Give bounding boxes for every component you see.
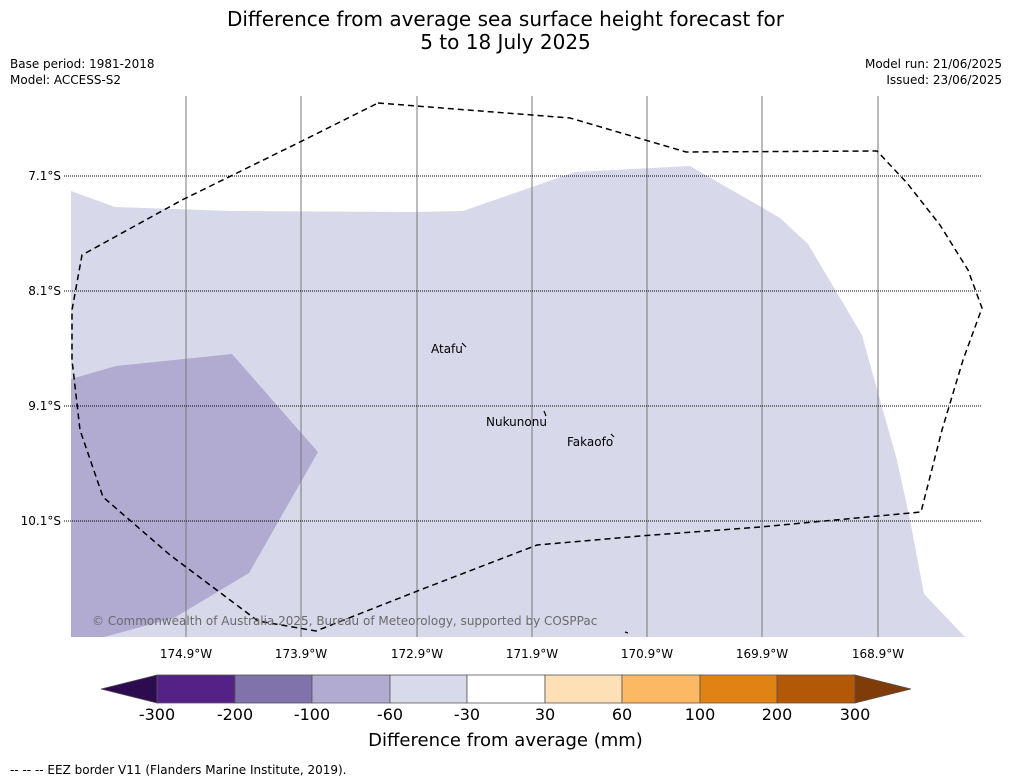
colorbar-tick: 60 [611, 705, 633, 724]
lon-label: 169.9°W [735, 647, 789, 661]
colorbar-tick: -100 [293, 705, 331, 724]
colorbar-bin [389, 674, 468, 704]
colorbar-title: Difference from average (mm) [368, 730, 643, 751]
colorbar-tick: -300 [138, 705, 176, 724]
swains-mark [624, 631, 629, 634]
colorbar-bin [311, 674, 391, 704]
fakaofo-island [610, 433, 615, 438]
eez-legend-note: -- -- -- EEZ border V11 (Flanders Marine… [10, 763, 347, 777]
lon-label: 170.9°W [620, 647, 674, 661]
colorbar-bin [156, 674, 236, 704]
colorbar-bin [776, 674, 856, 704]
colorbar-arrow-right [854, 674, 912, 704]
place-atafu: Atafu [431, 342, 463, 356]
colorbar-tick: 200 [761, 705, 793, 724]
colorbar [100, 674, 912, 704]
colorbar-bin [234, 674, 313, 704]
copyright-notice: © Commonwealth of Australia 2025, Bureau… [92, 614, 598, 628]
colorbar-tick: -60 [376, 705, 404, 724]
lat-label: 7.1°S [28, 169, 61, 183]
colorbar-tick: -200 [216, 705, 254, 724]
island-marks [461, 342, 629, 634]
chart-title-line1: Difference from average sea surface heig… [226, 7, 785, 31]
atafu-island [461, 342, 467, 348]
lon-label: 174.9°W [159, 647, 213, 661]
chart-title-line2: 5 to 18 July 2025 [420, 30, 591, 54]
lat-label: 9.1°S [28, 399, 61, 413]
lon-label: 168.9°W [851, 647, 905, 661]
colorbar-bin [699, 674, 778, 704]
colorbar-tick: 30 [534, 705, 556, 724]
model-name: Model: ACCESS-S2 [10, 73, 122, 87]
model-run: Model run: 21/06/2025 [864, 57, 1002, 71]
lon-label: 171.9°W [505, 647, 559, 661]
lon-label: 173.9°W [274, 647, 328, 661]
lon-label: 172.9°W [390, 647, 444, 661]
issued-date: Issued: 23/06/2025 [886, 73, 1002, 87]
meridian-lines [185, 96, 879, 637]
place-nukunonu: Nukunonu [486, 415, 547, 429]
eez-border [71, 102, 983, 632]
colorbar-arrow-left [100, 674, 158, 704]
base-period: Base period: 1981-2018 [10, 57, 155, 71]
anomaly-region-dark [71, 354, 318, 637]
colorbar-tick: 300 [839, 705, 871, 724]
colorbar-tick: 100 [684, 705, 716, 724]
lat-label: 10.1°S [20, 514, 61, 528]
anomaly-region-light [71, 166, 965, 637]
nukunonu-island [543, 410, 547, 417]
colorbar-bin [466, 674, 546, 704]
lat-label: 8.1°S [28, 284, 61, 298]
place-fakaofo: Fakaofo [567, 435, 614, 449]
colorbar-tick: -30 [453, 705, 481, 724]
colorbar-bin [621, 674, 701, 704]
colorbar-bin [544, 674, 623, 704]
